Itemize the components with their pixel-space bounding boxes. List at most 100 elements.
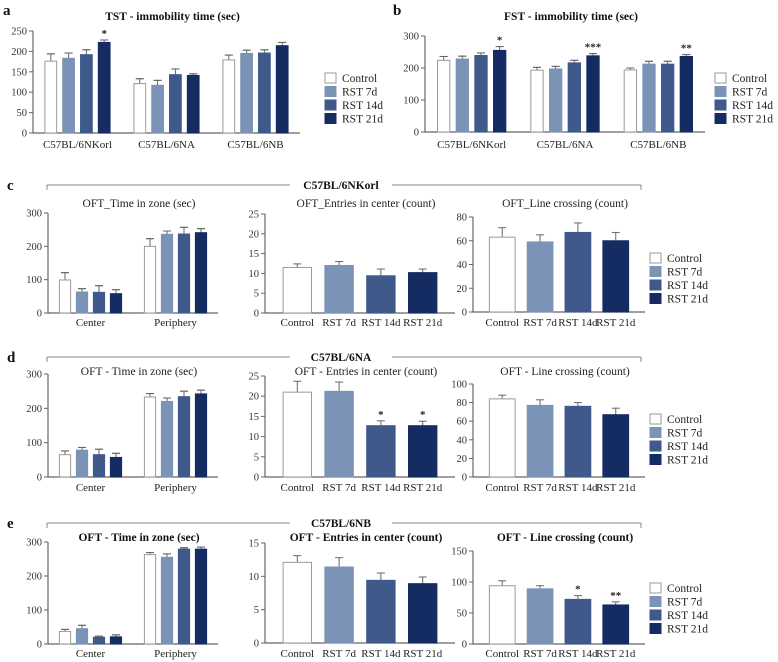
legend-swatch — [649, 279, 662, 291]
bar-control — [143, 245, 157, 314]
bar-rst-7d — [549, 68, 563, 133]
strain-label: C57BL/6NA — [311, 352, 372, 364]
chart-c2: OFT_Entries in center (count) 0 5 10 15 20 25 C… — [249, 198, 455, 329]
chart-d1: OFT - Time in zone (sec) 0 100 200 300 Center… — [26, 366, 218, 494]
chart-title: TST - immobility time (sec) — [105, 11, 240, 23]
significance-marker: ** — [681, 43, 693, 55]
y-tick-label: 5 — [254, 605, 259, 616]
bar-rst-7d — [642, 63, 656, 133]
bar-control — [222, 59, 236, 134]
y-tick-label: 300 — [26, 209, 42, 220]
chart-title: OFT - Time in zone (sec) — [81, 366, 198, 378]
legend-label: RST 21d — [667, 455, 708, 467]
bar-label: RST 21d — [596, 482, 636, 494]
bar-rst-14d — [564, 598, 592, 645]
y-tick-label: 300 — [403, 32, 419, 43]
significance-marker: *** — [585, 42, 602, 54]
legend-swatch — [649, 427, 662, 438]
y-tick-label: 0 — [37, 473, 42, 484]
bar-label: Control — [485, 648, 519, 660]
legend-label: RST 14d — [667, 610, 708, 622]
bar-rst-21d — [186, 74, 200, 134]
legend-label: Control — [732, 73, 767, 85]
bar-rst-21d — [194, 232, 208, 314]
bar-rst-21d — [407, 425, 438, 478]
bar-rst-21d — [407, 583, 438, 644]
chart-d2: OFT - Entries in center (count) 0 5 10 15 20 2… — [249, 366, 455, 494]
bar-label: RST 14d — [558, 317, 598, 329]
section-e: e C57BL/6NB — [7, 516, 642, 532]
chart-title: OFT - Line crossing (count) — [500, 366, 630, 378]
y-tick-label: 100 — [451, 578, 467, 589]
y-tick-label: 25 — [249, 210, 260, 221]
bar-label: RST 7d — [523, 648, 557, 660]
bar-rst-14d — [177, 396, 191, 478]
legend-label: RST 21d — [732, 114, 773, 126]
bar-label: RST 21d — [596, 317, 636, 329]
bar-rst-21d — [109, 456, 123, 478]
y-tick-label: 0 — [37, 640, 42, 651]
legend-swatch — [649, 440, 662, 452]
section-d: d C57BL/6NA — [7, 350, 642, 366]
bar-rst-21d — [194, 548, 208, 645]
y-tick-label: 25 — [249, 372, 260, 383]
y-tick-label: 100 — [403, 96, 419, 107]
panel-letter: e — [7, 516, 14, 532]
bar-label: Control — [485, 482, 519, 494]
bar-rst-14d — [564, 405, 592, 478]
bar-rst-14d — [366, 425, 396, 478]
bar-label: RST 7d — [523, 317, 557, 329]
legend-label: RST 7d — [667, 428, 703, 440]
bar-control — [58, 630, 72, 645]
significance-marker: * — [101, 28, 107, 40]
chart-c1: OFT_Time in zone (sec) 0 100 200 300 Center Pe… — [26, 198, 218, 329]
y-tick-label: 60 — [457, 236, 468, 247]
legend-swatch — [649, 596, 662, 607]
y-tick-label: 0 — [462, 640, 467, 651]
y-tick-label: 0 — [462, 308, 467, 319]
bar-rst-7d — [526, 588, 554, 645]
y-tick-label: 0 — [462, 473, 467, 484]
legend-label: Control — [667, 583, 702, 595]
chart-title: OFT - Entries in center (count) — [295, 366, 438, 378]
y-tick-label: 40 — [457, 435, 468, 446]
chart-title: OFT - Line crossing (count) — [497, 532, 633, 544]
significance-marker: ** — [610, 590, 622, 602]
y-tick-label: 300 — [26, 370, 42, 381]
y-tick-label: 10 — [249, 269, 260, 280]
bar-label: RST 7d — [523, 482, 557, 494]
category-label: C57BL/6NKorl — [43, 139, 112, 151]
bar-rst-14d — [80, 54, 93, 134]
bar-control — [44, 60, 58, 134]
bar-rst-14d — [474, 55, 488, 133]
bar-label: RST 7d — [322, 648, 356, 660]
bar-control — [282, 561, 313, 644]
category-label: Center — [76, 317, 106, 329]
bar-label: Control — [280, 482, 314, 494]
legend-swatch — [714, 86, 727, 97]
panel-letter: a — [3, 3, 11, 19]
bar-rst-7d — [160, 400, 174, 478]
bar-rst-21d — [109, 293, 123, 314]
legend-label: RST 21d — [667, 624, 708, 636]
panel-letter: b — [393, 3, 401, 19]
chart-e1: OFT - Time in zone (sec) 0 100 200 300 Center… — [26, 532, 218, 660]
y-tick-label: 200 — [403, 64, 419, 75]
bar-rst-7d — [526, 404, 554, 478]
legend-label: RST 7d — [667, 597, 703, 609]
bar-rst-7d — [75, 449, 89, 478]
legend-swatch — [649, 293, 662, 304]
category-label: C57BL/6NA — [138, 139, 195, 151]
strain-label: C57BL/6NB — [311, 518, 371, 530]
chart-title: OFT - Time in zone (sec) — [78, 532, 199, 544]
legend-label: RST 14d — [732, 100, 773, 112]
y-tick-label: 100 — [26, 275, 42, 286]
legend-label: RST 7d — [342, 87, 378, 99]
bar-rst-14d — [567, 62, 581, 133]
chart-title: FST - immobility time (sec) — [504, 11, 638, 23]
legend-label: RST 21d — [342, 114, 383, 126]
bar-label: RST 21d — [596, 648, 636, 660]
